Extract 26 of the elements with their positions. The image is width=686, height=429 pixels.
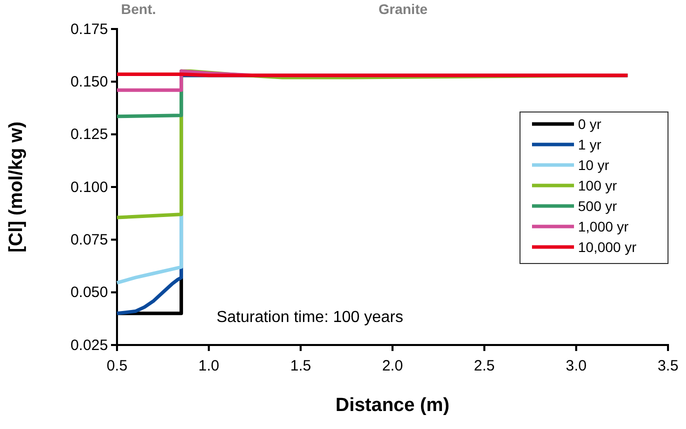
y-tick-label: 0.100 — [70, 178, 108, 196]
x-tick-label: 1.0 — [198, 358, 220, 374]
text: Granite — [378, 1, 428, 17]
legend-label: 500 yr — [578, 198, 618, 214]
legend-label: 100 yr — [578, 178, 618, 194]
annotation: Saturation time: 100 years — [216, 309, 404, 326]
y-tick-label: 0.050 — [70, 284, 108, 302]
y-tick-label: 0.075 — [70, 231, 108, 248]
y-tick-label: 0.175 — [70, 20, 108, 38]
legend-label: 10 yr — [578, 157, 610, 173]
x-tick-label: 2.5 — [474, 358, 495, 374]
y-axis-title: [Cl] (mol/kg w) — [6, 122, 27, 252]
y-tick-label: 0.025 — [70, 336, 108, 354]
x-axis-title: Distance (m) — [335, 395, 450, 416]
y-tick-label: 0.150 — [70, 73, 108, 90]
legend-label: 10,000 yr — [578, 239, 637, 255]
x-tick-label: 0.5 — [106, 358, 128, 374]
legend-label: 1 yr — [578, 136, 602, 152]
x-tick-label: 3.0 — [566, 358, 587, 374]
legend-label: 0 yr — [578, 116, 602, 132]
x-tick-label: 2.0 — [382, 358, 403, 374]
legend-label: 1,000 yr — [578, 218, 629, 234]
text: Bent. — [121, 1, 156, 17]
x-tick-label: 3.5 — [658, 358, 678, 374]
x-tick-label: 1.5 — [290, 358, 312, 374]
y-tick-label: 0.125 — [70, 126, 108, 144]
